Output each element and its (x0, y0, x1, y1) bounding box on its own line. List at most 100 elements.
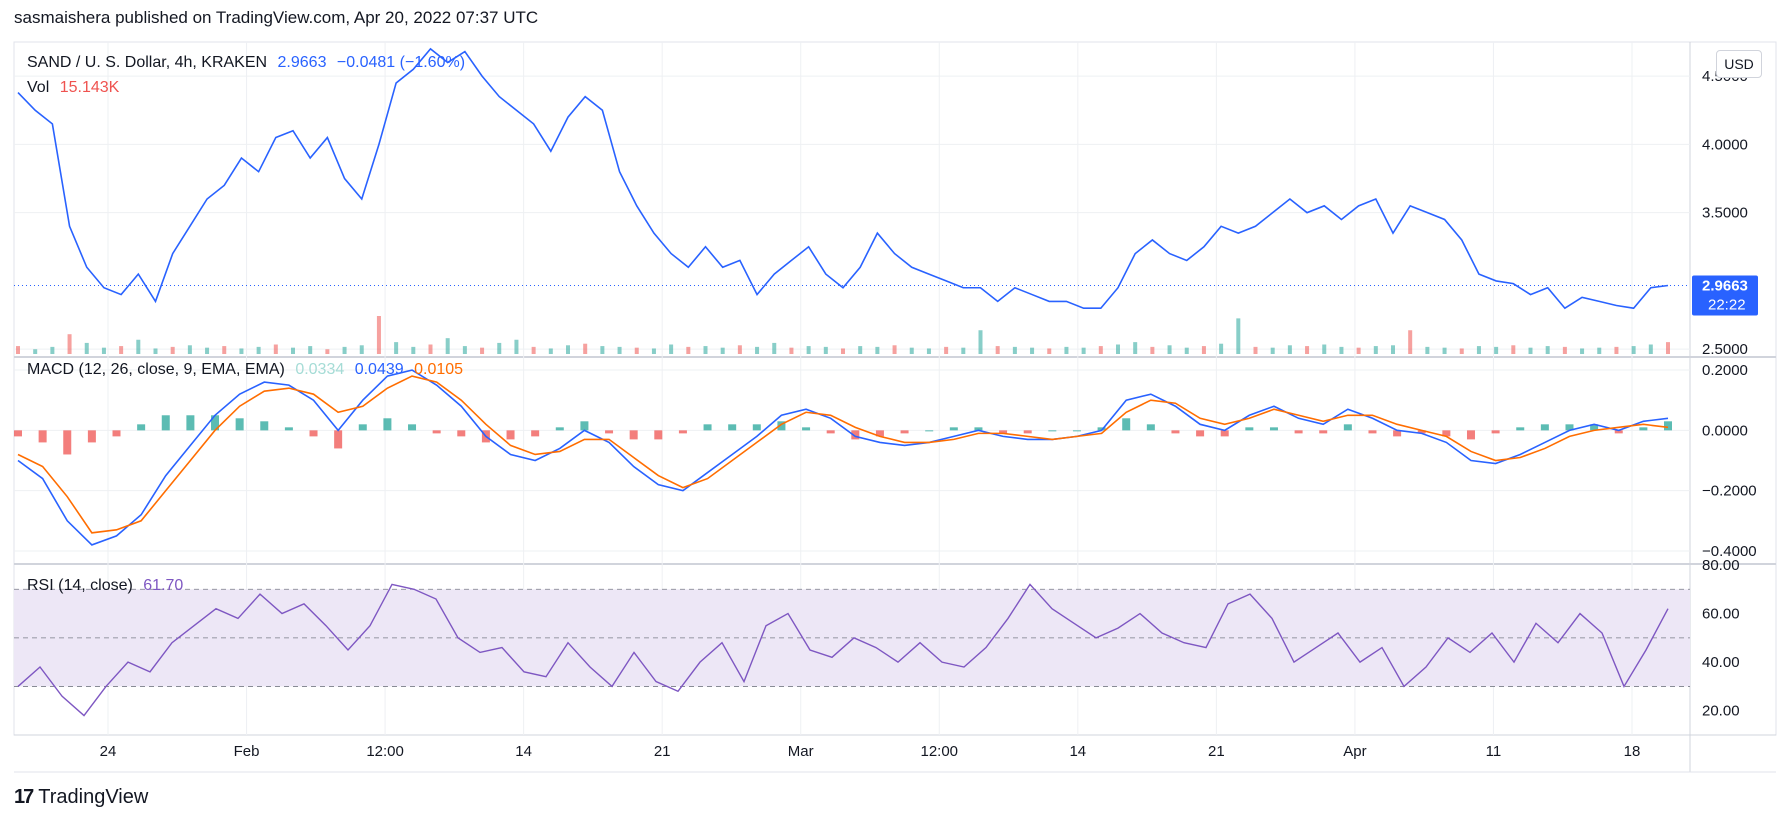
volume-bar (16, 346, 20, 354)
time-tick-label: Mar (788, 743, 814, 760)
volume-bar (548, 348, 553, 354)
price-change: −0.0481 (−1.60%) (336, 54, 466, 71)
vol-value: 15.143K (59, 79, 120, 96)
volume-bar (445, 338, 450, 354)
macd-histogram-bar (629, 430, 638, 440)
volume-bar (1081, 347, 1086, 354)
macd-line (17, 369, 1669, 546)
volume-bar (1305, 346, 1310, 354)
macd-histogram-bar (1245, 427, 1254, 431)
macd-histogram-bar (974, 427, 983, 431)
volume-bar (1012, 346, 1017, 354)
volume-bar (1167, 345, 1172, 354)
volume-bar (1030, 347, 1035, 354)
macd-tick-label: 0.2000 (1702, 362, 1748, 379)
volume-bar (926, 348, 931, 354)
volume-bar (222, 346, 227, 354)
volume-bar (480, 347, 485, 354)
volume-bar (376, 316, 381, 354)
macd-histogram-bar (383, 418, 392, 431)
price-tag-box (1692, 275, 1758, 316)
volume-bar (858, 346, 863, 354)
volume-bar (359, 345, 364, 354)
last-price: 2.9663 (277, 54, 327, 71)
volume-bar (411, 346, 416, 354)
time-tick-label: Feb (234, 743, 260, 760)
volume-bar (291, 347, 295, 354)
volume-bar (806, 346, 811, 354)
macd-histogram-bar (1491, 430, 1500, 434)
volume-bar (325, 349, 330, 354)
macd-histogram-bar (949, 427, 958, 431)
volume-bar (634, 347, 639, 354)
price-tag-label: 2.9663 (1702, 278, 1748, 295)
volume-bar (514, 339, 519, 354)
time-tick-label: 24 (100, 743, 117, 760)
volume-bar (566, 345, 570, 354)
volume-bar (1270, 347, 1275, 354)
volume-bar (737, 345, 742, 354)
rsi-panel (14, 583, 1690, 717)
macd-histogram-bar (752, 424, 761, 431)
macd-histogram-bar (1097, 427, 1106, 431)
macd-histogram-bar (999, 430, 1008, 434)
rsi-tick-label: 40.00 (1702, 654, 1740, 671)
volume-bar (1116, 344, 1120, 354)
macd-histogram-bar (1319, 430, 1328, 434)
volume-bar (1494, 346, 1499, 354)
volume-bar (669, 344, 674, 354)
volume-bar (600, 346, 605, 354)
volume-bar (1201, 346, 1206, 354)
macd-histogram-bar (1540, 424, 1549, 431)
volume-bar (1047, 348, 1052, 354)
time-tick-label: 21 (1208, 743, 1225, 760)
tradingview-logo-icon[interactable]: 17 (14, 786, 34, 808)
volume-bar (33, 349, 38, 354)
macd-histogram-bar (334, 430, 343, 449)
macd-histogram-bar (1664, 421, 1672, 431)
volume-bar (1614, 346, 1619, 354)
macd-histogram-bar (309, 430, 318, 437)
volume-bar (1442, 347, 1447, 354)
macd-histogram-bar (235, 418, 244, 431)
volume-bar (1648, 344, 1653, 354)
volume-bar (583, 343, 588, 354)
volume-bar (428, 344, 433, 354)
macd-histogram-bar (1614, 430, 1623, 434)
macd-histogram-bar (1171, 430, 1180, 434)
time-tick-label: 11 (1486, 743, 1502, 760)
macd-histogram-bar (1466, 430, 1475, 440)
currency-button[interactable]: USD (1716, 50, 1762, 78)
volume-bar (1184, 347, 1189, 354)
macd-histogram-bar (38, 430, 47, 443)
volume-bar (961, 347, 966, 354)
volume-bar (1476, 346, 1481, 354)
macd-histogram-bar (826, 430, 835, 434)
macd-label[interactable]: MACD (12, 26, close, 9, EMA, EMA) (27, 361, 285, 378)
macd-tick-label: 0.0000 (1702, 422, 1748, 439)
macd-histogram-bar (728, 424, 737, 431)
volume-bar (875, 346, 880, 354)
macd-histogram-bar (1393, 430, 1402, 437)
price-panel (14, 47, 1690, 354)
volume-bar (909, 347, 914, 354)
volume-bar (256, 346, 261, 354)
vol-label[interactable]: Vol (27, 79, 50, 96)
price-line (17, 47, 1669, 310)
rsi-label[interactable]: RSI (14, close) (27, 577, 133, 594)
price-tick-label: 2.5000 (1702, 341, 1748, 358)
volume-bar (170, 346, 175, 354)
macd-histogram-bar (802, 427, 811, 431)
macd-histogram-bar (1294, 430, 1303, 434)
symbol-label[interactable]: SAND / U. S. Dollar, 4h, KRAKEN (27, 54, 268, 71)
macd-legend: MACD (12, 26, close, 9, EMA, EMA) 0.0334… (27, 361, 469, 379)
volume-bar (342, 346, 347, 354)
volume-bar (617, 346, 622, 354)
time-tick-label: 14 (1069, 743, 1086, 760)
macd-hist-value: 0.0334 (295, 361, 345, 378)
volume-bar (1528, 347, 1533, 354)
macd-histogram-bar (1590, 424, 1599, 431)
volume-bar (1597, 347, 1602, 354)
brand-name[interactable]: TradingView (38, 786, 149, 808)
